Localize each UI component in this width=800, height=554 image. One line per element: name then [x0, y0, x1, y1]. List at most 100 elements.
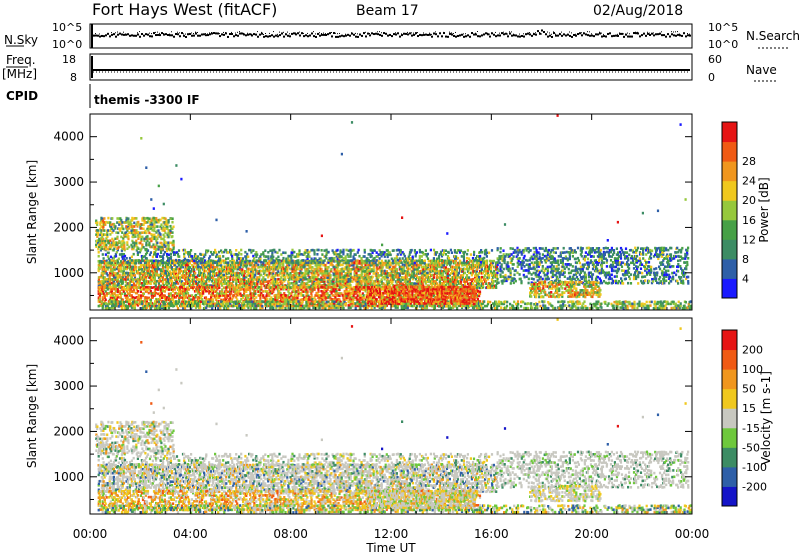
power-cell — [130, 276, 133, 279]
power-cell — [324, 283, 327, 287]
power-cell — [307, 284, 310, 287]
power-cell — [412, 270, 415, 273]
power-cell — [175, 281, 178, 285]
power-cell — [292, 282, 295, 285]
power-cell — [290, 274, 293, 277]
power-cell — [349, 276, 352, 279]
power-cell — [390, 269, 393, 273]
power-cell — [218, 281, 221, 285]
power-cell — [119, 280, 122, 283]
power-cell — [198, 269, 202, 273]
power-cell — [209, 276, 212, 279]
power-cell — [182, 271, 185, 275]
power-cell — [300, 267, 303, 271]
power-cell — [258, 265, 261, 269]
power-cell — [285, 284, 288, 288]
power-cell — [150, 286, 154, 289]
noise-point — [539, 32, 541, 35]
noise-point — [339, 35, 341, 38]
search-noise-point — [357, 33, 358, 35]
power-cell — [410, 274, 413, 277]
power-cell — [275, 273, 278, 277]
power-cell — [124, 284, 127, 287]
power-cell — [359, 294, 362, 297]
power-cell — [154, 261, 157, 265]
noise-point — [525, 33, 527, 36]
search-noise-point — [151, 33, 152, 35]
noise-point — [221, 33, 223, 36]
power-cell — [251, 283, 254, 287]
power-cell — [237, 261, 240, 265]
search-noise-point — [431, 33, 432, 35]
search-noise-point — [415, 33, 416, 35]
power-cell — [302, 276, 305, 279]
power-cell — [330, 285, 333, 289]
power-cell — [180, 280, 184, 283]
power-cell — [260, 283, 263, 287]
power-cell — [273, 275, 276, 279]
power-cell — [273, 282, 276, 285]
power-cell — [118, 273, 121, 277]
power-cell — [119, 263, 122, 267]
power-cell — [236, 286, 239, 289]
power-cell — [159, 296, 162, 299]
power-cell — [100, 271, 103, 275]
power-cell — [217, 271, 220, 275]
power-cell — [230, 269, 233, 273]
power-cell — [97, 269, 100, 273]
power-cell — [208, 286, 211, 290]
search-noise-point — [355, 32, 356, 34]
power-cell — [312, 284, 315, 287]
freq-left-tick-top: 18 — [62, 53, 76, 66]
power-cell — [235, 278, 238, 282]
power-cell — [107, 266, 110, 269]
power-cell — [406, 277, 409, 281]
power-cell — [130, 277, 133, 281]
power-cell — [340, 277, 343, 281]
noise-point — [113, 33, 115, 36]
noise-point — [101, 34, 103, 37]
power-cell — [286, 264, 289, 267]
power-cell — [117, 267, 120, 271]
noise-point — [129, 34, 131, 37]
power-cell — [390, 278, 393, 281]
power-cell — [158, 267, 161, 271]
power-cell — [179, 278, 182, 281]
power-cell — [243, 276, 246, 279]
power-cell — [220, 264, 223, 267]
power-cell — [129, 271, 133, 275]
power-cell — [273, 287, 276, 291]
power-cell — [110, 288, 113, 291]
noise-point — [247, 33, 249, 36]
power-cell — [127, 282, 130, 285]
freq-left-tick-bottom: 8 — [70, 71, 77, 84]
power-cell — [284, 284, 287, 287]
power-cell — [233, 262, 236, 265]
noise-point — [291, 32, 293, 35]
search-noise-point — [279, 31, 280, 33]
noise-point — [521, 34, 523, 37]
power-cell — [356, 265, 359, 269]
power-cell — [189, 279, 192, 283]
power-cell — [144, 266, 147, 269]
noise-point — [277, 35, 279, 38]
noise-point — [489, 35, 491, 38]
power-cell — [289, 282, 292, 285]
power-cell — [98, 289, 101, 293]
power-cell — [487, 273, 490, 277]
power-cell — [254, 289, 257, 293]
noise-point — [655, 33, 657, 36]
noise-point — [219, 35, 221, 38]
power-cell — [403, 264, 406, 267]
power-cell — [299, 298, 302, 302]
power-cell — [315, 286, 318, 289]
search-noise-point — [417, 32, 418, 34]
power-cell — [150, 276, 153, 279]
power-cell — [221, 284, 224, 287]
search-noise-point — [339, 32, 340, 34]
power-cell — [284, 267, 287, 271]
power-cell — [398, 259, 401, 263]
power-cell — [383, 269, 386, 273]
search-noise-point — [369, 32, 370, 34]
power-cell — [317, 273, 320, 277]
